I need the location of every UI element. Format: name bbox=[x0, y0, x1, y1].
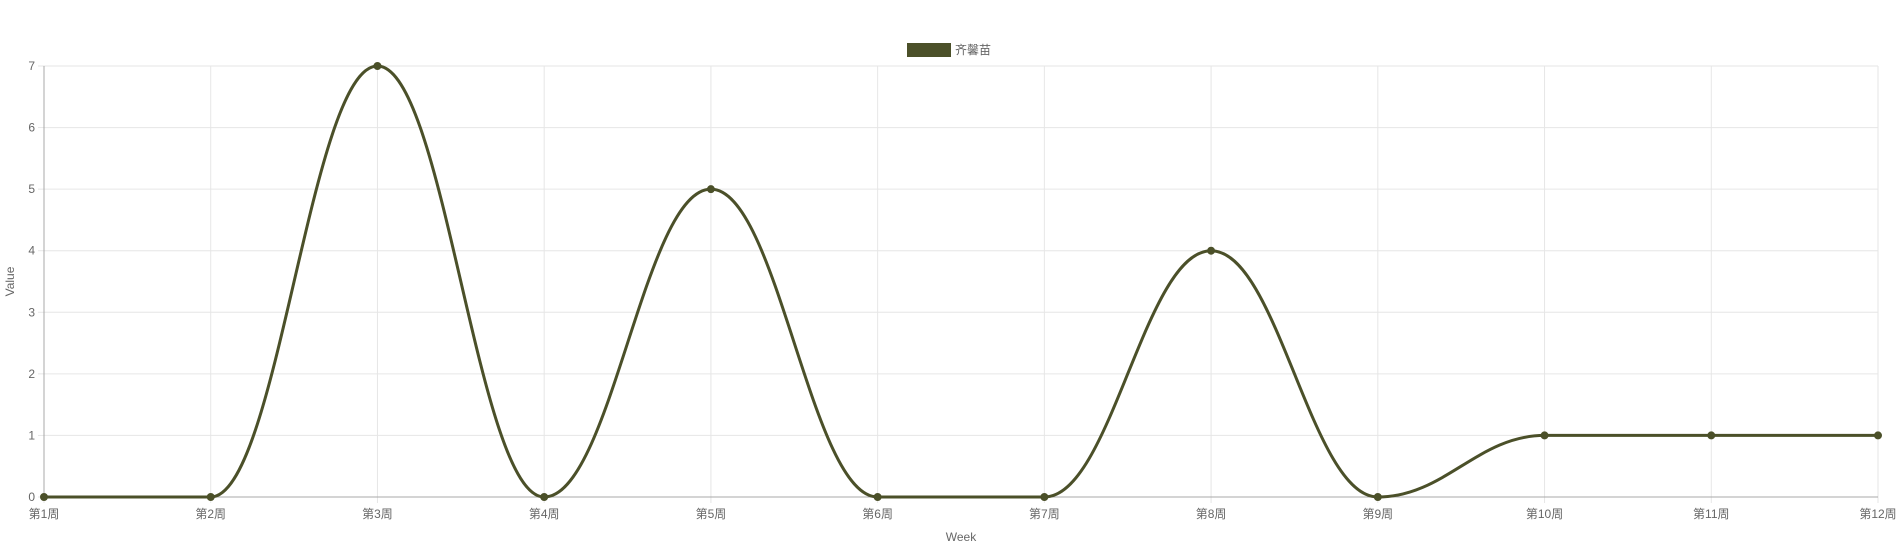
x-tick-label: 第1周 bbox=[29, 507, 60, 521]
x-tick-label: 第12周 bbox=[1859, 507, 1896, 521]
x-tick-label: 第10周 bbox=[1526, 507, 1563, 521]
data-point[interactable] bbox=[1707, 431, 1716, 440]
series-layer bbox=[40, 62, 1882, 501]
legend-label[interactable]: 齐馨苗 bbox=[955, 42, 991, 57]
data-point[interactable] bbox=[206, 493, 215, 501]
grid-lines bbox=[38, 65, 1879, 503]
data-point[interactable] bbox=[873, 493, 882, 501]
y-tick-label: 3 bbox=[28, 305, 35, 319]
data-point[interactable] bbox=[1207, 246, 1216, 255]
y-tick-label: 4 bbox=[28, 244, 35, 258]
data-point[interactable] bbox=[1373, 493, 1382, 501]
x-tick-label: 第5周 bbox=[696, 507, 727, 521]
data-point[interactable] bbox=[1874, 431, 1882, 440]
data-point[interactable] bbox=[1540, 431, 1549, 440]
series-line bbox=[44, 64, 1878, 499]
x-axis-title: Week bbox=[946, 530, 977, 544]
data-point[interactable] bbox=[1040, 493, 1049, 501]
data-point[interactable] bbox=[373, 62, 382, 70]
legend[interactable]: 齐馨苗 bbox=[907, 42, 991, 57]
x-tick-label: 第9周 bbox=[1362, 507, 1393, 521]
data-point[interactable] bbox=[540, 493, 549, 501]
y-tick-label: 0 bbox=[28, 490, 35, 504]
x-tick-label: 第6周 bbox=[862, 507, 893, 521]
y-tick-label: 6 bbox=[28, 121, 35, 135]
x-tick-label: 第2周 bbox=[195, 507, 226, 521]
y-axis-title: Value bbox=[3, 266, 17, 296]
axes: 0 1 2 3 4 5 6 7 第1周 第2周 第3周 第4周 第5周 第6周 第7周 第8周 第9周 第10周 第… bbox=[28, 59, 1896, 521]
y-tick-label: 7 bbox=[28, 59, 35, 73]
y-tick-label: 5 bbox=[28, 182, 35, 196]
data-point[interactable] bbox=[706, 185, 715, 194]
data-point[interactable] bbox=[40, 493, 48, 501]
y-tick-label: 1 bbox=[28, 428, 35, 442]
x-tick-label: 第11周 bbox=[1693, 507, 1729, 521]
y-tick-label: 2 bbox=[28, 367, 35, 381]
legend-swatch[interactable] bbox=[907, 43, 951, 57]
x-tick-label: 第3周 bbox=[362, 507, 393, 521]
x-tick-label: 第8周 bbox=[1196, 507, 1227, 521]
x-tick-label: 第7周 bbox=[1029, 507, 1060, 521]
x-tick-label: 第4周 bbox=[529, 507, 560, 521]
